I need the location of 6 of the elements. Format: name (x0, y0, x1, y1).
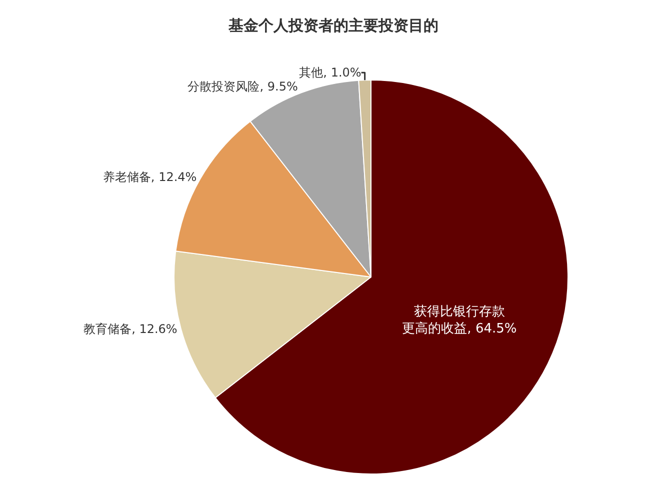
slice-label: 分散投资风险, 9.5% (188, 80, 298, 94)
slice-label: 其他, 1.0% (299, 66, 362, 80)
slice-label: 养老储备, 12.4% (102, 170, 197, 184)
slice-label: 获得比银行存款更高的收益, 64.5% (402, 304, 517, 336)
slice-label: 教育储备, 12.6% (84, 322, 178, 336)
chart-title: 基金个人投资者的主要投资目的 (228, 16, 438, 34)
